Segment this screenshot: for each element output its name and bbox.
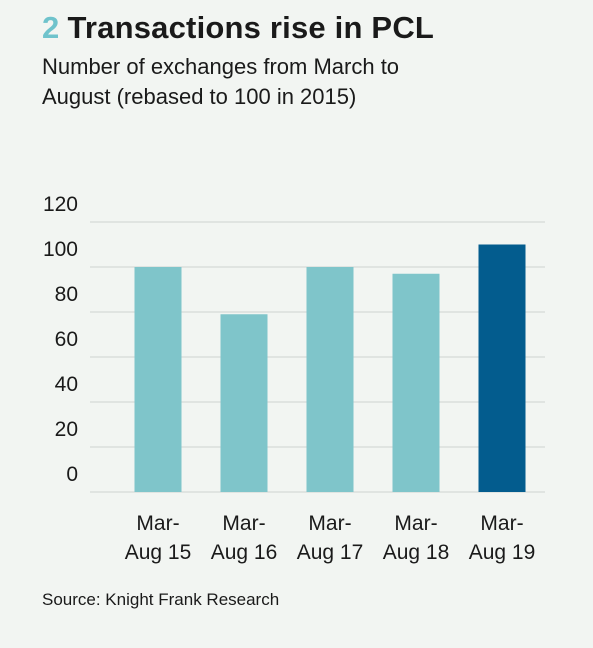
x-tick-label: Mar- [308,512,351,535]
y-tick-label: 100 [43,238,78,261]
x-tick-label: Mar- [136,512,179,535]
y-tick-label: 60 [55,328,78,351]
x-tick-label: Mar- [222,512,265,535]
y-tick-label: 120 [43,193,78,216]
y-tick-label: 0 [66,463,78,486]
x-tick-label: Aug 18 [383,541,450,564]
bar [134,267,182,492]
x-tick-label: Aug 17 [297,541,364,564]
y-tick-label: 40 [55,373,78,396]
x-tick-label: Aug 19 [469,541,536,564]
chart-subtitle: Number of exchanges from March to August… [42,54,400,109]
bar [306,267,354,492]
bar [392,273,440,492]
x-tick-label: Aug 15 [125,541,192,564]
y-tick-label: 20 [55,418,78,441]
bar-chart: 120 100 80 60 40 20 0 Mar- Aug 15 Mar- Aug 16 Mar- A… [43,193,545,564]
chart-title: 2 Transactions rise in PCL [42,10,434,46]
chart-number: 2 [42,10,60,45]
x-tick-label: Mar- [394,512,437,535]
chart-title-text: Transactions rise in PCL [67,10,435,45]
x-tick-label: Aug 16 [211,541,278,564]
x-tick-label: Mar- [480,512,523,535]
bar [220,314,268,492]
y-tick-label: 80 [55,283,78,306]
bar [478,244,526,492]
source-note: Source: Knight Frank Research [42,590,280,609]
